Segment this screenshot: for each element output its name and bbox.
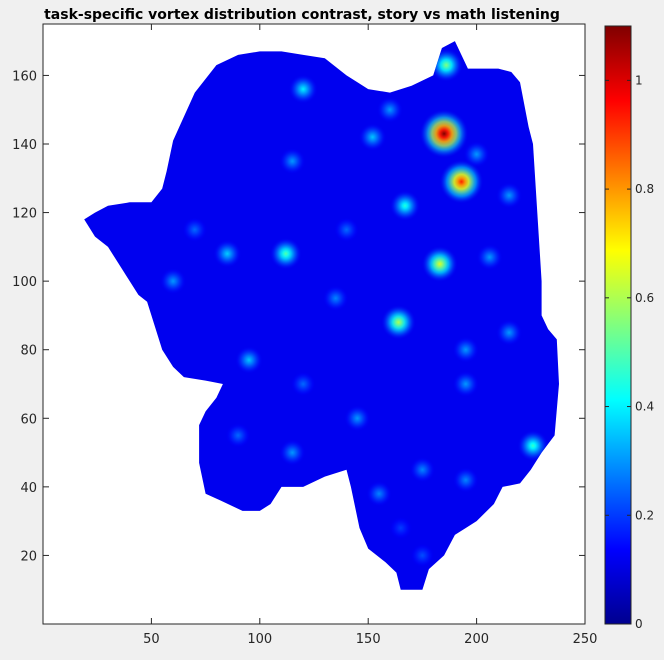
heatmap-blob xyxy=(279,147,306,175)
heatmap-blob xyxy=(439,159,484,204)
colorbar-tick-label: 0.4 xyxy=(635,400,654,414)
colorbar-tick-label: 1 xyxy=(635,73,643,87)
x-tick-label: 250 xyxy=(573,632,598,647)
heatmap-blob xyxy=(381,304,416,340)
heatmap-blob xyxy=(334,217,360,243)
x-tick-label: 200 xyxy=(464,632,489,647)
heatmap-blob xyxy=(419,109,469,159)
plot-area: 50 100 150 200 250 20 40 60 80 100 120 140 160 xyxy=(12,23,597,647)
heatmap-blob xyxy=(235,346,263,374)
heatmap-blob xyxy=(476,243,503,271)
y-tick-label: 140 xyxy=(12,138,37,153)
heatmap-blob xyxy=(410,543,435,568)
heatmap-blob xyxy=(279,439,306,466)
colorbar-tick-label: 0.6 xyxy=(635,291,654,305)
x-tick-label: 100 xyxy=(247,632,272,647)
heatmap-blob xyxy=(182,217,208,243)
heatmap-blob xyxy=(452,370,479,398)
colorbar: 0 0.2 0.4 0.6 0.8 1 xyxy=(604,25,654,631)
heatmap-blob xyxy=(517,430,549,462)
plot-frame xyxy=(42,23,586,625)
heatmap-blob xyxy=(322,285,349,312)
heatmap-blob xyxy=(288,74,318,104)
colorbar-tick-label: 0.8 xyxy=(635,182,654,196)
x-tick-label: 150 xyxy=(356,632,381,647)
heatmap-blob xyxy=(452,336,479,363)
heatmap-blob xyxy=(495,319,523,346)
heatmap-blob xyxy=(409,456,436,483)
heatmap-blob xyxy=(344,405,371,432)
y-tick-label: 100 xyxy=(12,275,37,290)
x-axis: 50 100 150 200 250 xyxy=(143,24,597,647)
heatmap-blob xyxy=(213,239,242,268)
colorbar-ticks: 0 0.2 0.4 0.6 0.8 1 xyxy=(605,73,654,631)
y-tick-label: 80 xyxy=(20,344,37,359)
x-tick-label: 50 xyxy=(143,632,160,647)
heatmap-blob xyxy=(159,267,187,295)
heatmap-blob xyxy=(421,245,458,283)
chart-title: task-specific vortex distribution contra… xyxy=(44,7,560,23)
y-tick-label: 160 xyxy=(12,69,37,84)
colorbar-tick-label: 0 xyxy=(635,617,643,631)
heatmap-blob xyxy=(376,96,404,123)
y-tick-label: 120 xyxy=(12,207,37,222)
heatmap-blob xyxy=(290,371,316,397)
heatmap-blob xyxy=(388,516,413,540)
heatmap-blob xyxy=(358,123,387,152)
heatmap-blob xyxy=(463,141,490,168)
heatmap-blob xyxy=(389,190,421,222)
heatmap-blob xyxy=(225,422,251,448)
heatmap-blob xyxy=(269,237,302,270)
heatmap-blob xyxy=(366,480,392,507)
heatmap-blob xyxy=(452,467,479,493)
y-tick-label: 20 xyxy=(20,549,37,564)
y-tick-label: 60 xyxy=(20,412,37,427)
colorbar-tick-label: 0.2 xyxy=(635,508,654,522)
y-axis: 20 40 60 80 100 120 140 160 xyxy=(12,69,585,564)
colorbar-gradient xyxy=(604,25,632,625)
heatmap-blob xyxy=(495,182,523,209)
y-tick-label: 40 xyxy=(20,481,37,496)
